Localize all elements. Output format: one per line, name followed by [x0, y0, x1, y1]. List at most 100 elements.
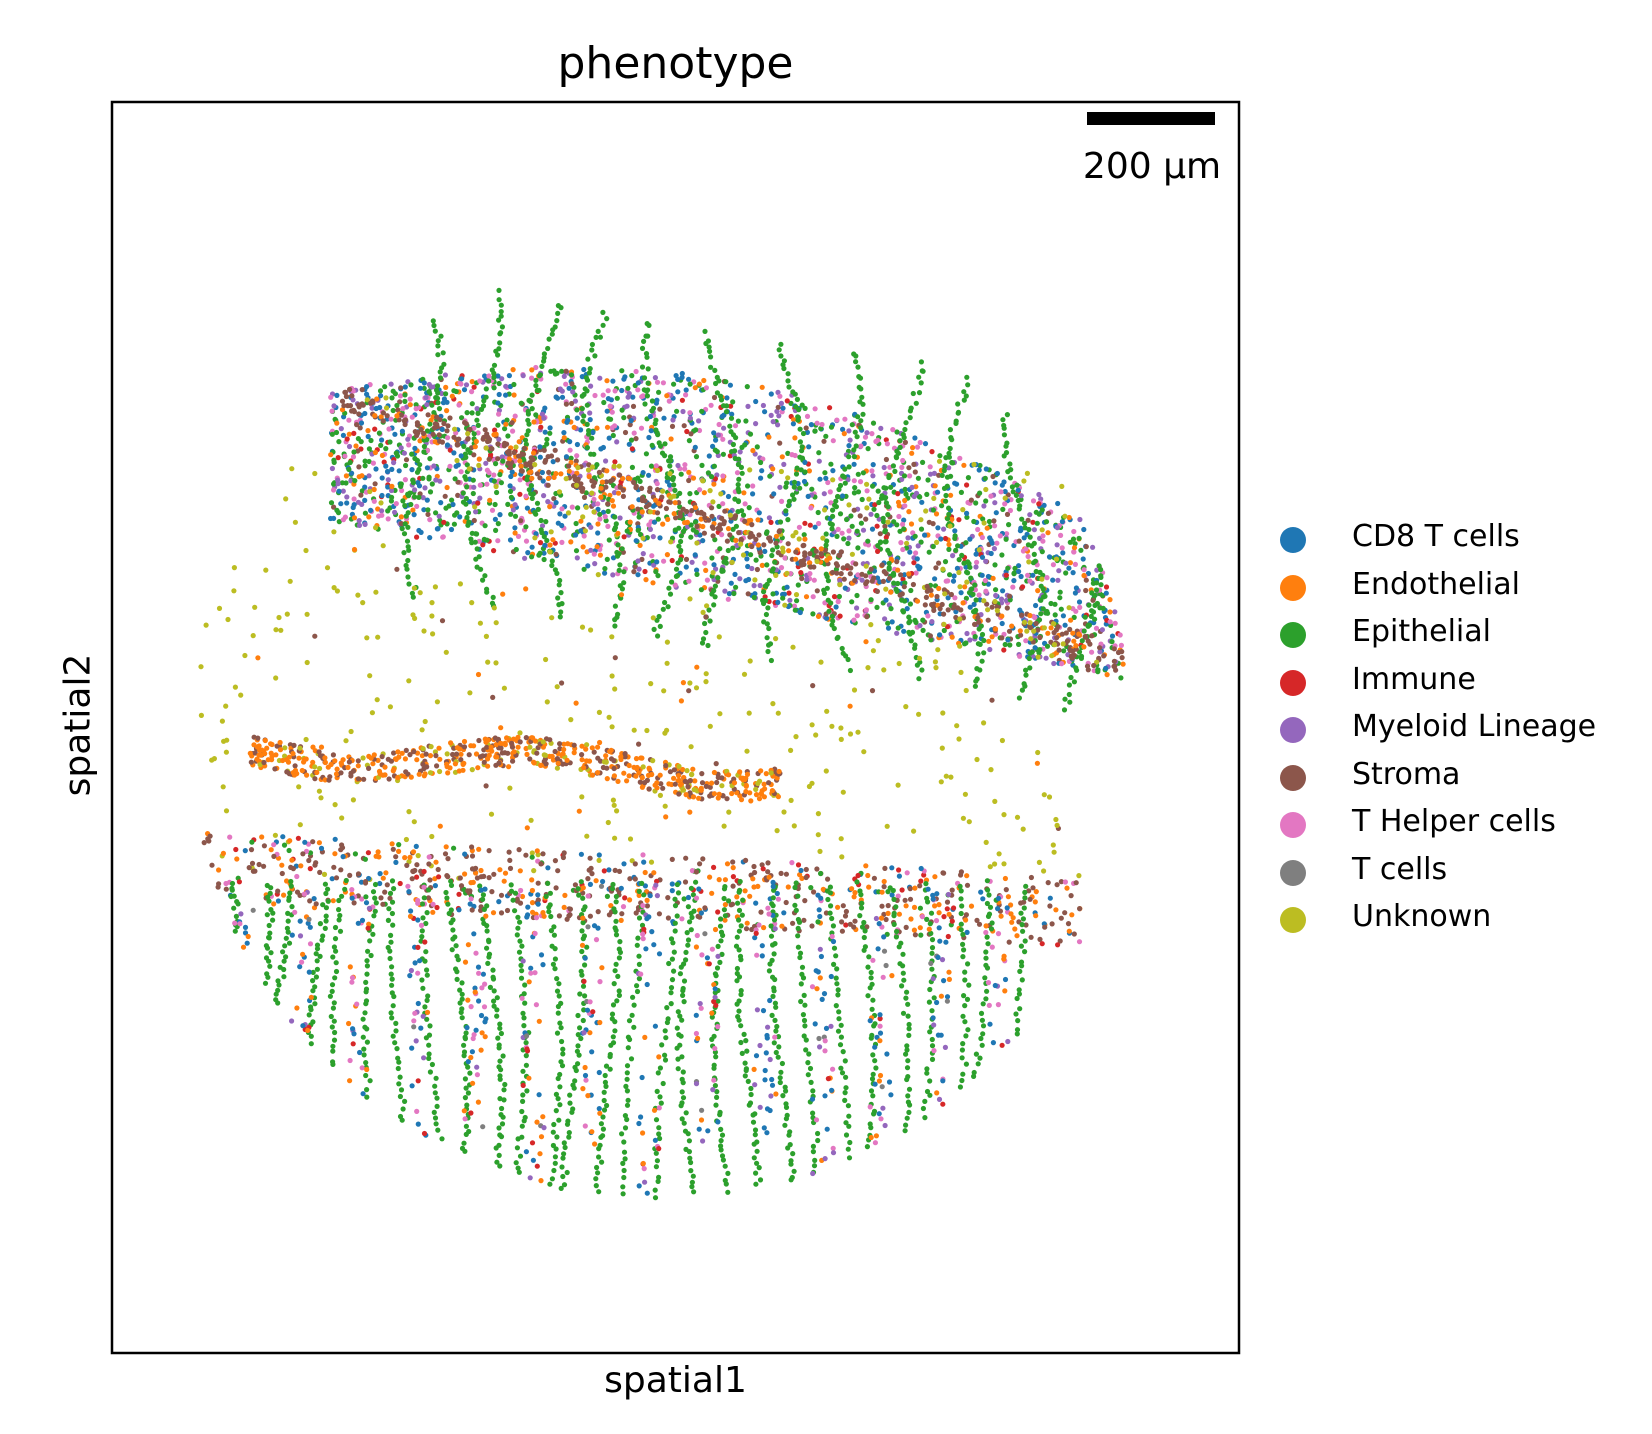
cell-point	[775, 896, 782, 902]
cell-point	[1029, 543, 1035, 549]
cell-point	[918, 539, 924, 545]
cell-point	[633, 910, 639, 916]
cell-point	[473, 509, 479, 515]
cell-point	[373, 589, 379, 595]
cell-point	[608, 756, 615, 762]
cell-point	[462, 420, 468, 426]
cell-point	[475, 765, 481, 771]
cell-point	[932, 483, 938, 489]
cell-point	[542, 752, 549, 759]
cell-point	[219, 718, 225, 724]
cell-point	[1117, 632, 1123, 638]
cell-point	[686, 688, 692, 694]
cell-point	[970, 591, 976, 598]
cell-point	[652, 375, 659, 381]
cell-point	[350, 504, 356, 511]
cell-point	[854, 528, 860, 534]
cell-point	[746, 576, 752, 583]
cell-point	[425, 511, 431, 517]
cell-point	[671, 775, 677, 781]
cell-point	[723, 379, 729, 385]
cell-point	[369, 710, 375, 716]
cell-point	[376, 513, 382, 519]
cell-point	[402, 398, 408, 404]
cell-point	[636, 741, 642, 747]
cell-point	[510, 736, 517, 742]
cell-point	[736, 489, 742, 495]
cell-point	[701, 530, 708, 536]
cell-point	[508, 473, 514, 480]
cell-point	[437, 369, 443, 375]
cell-point	[621, 376, 627, 382]
cell-point	[751, 594, 757, 601]
cell-point	[322, 755, 328, 761]
cell-point	[389, 841, 395, 847]
cell-point	[974, 756, 980, 763]
cell-point	[559, 368, 565, 374]
cell-point	[207, 833, 213, 839]
cell-point	[898, 540, 904, 546]
cell-point	[1068, 617, 1074, 623]
cell-point	[609, 498, 615, 504]
cell-point	[1111, 663, 1117, 670]
cell-point	[723, 555, 729, 562]
cell-point	[610, 432, 616, 439]
cell-point	[276, 614, 282, 621]
cell-point	[804, 413, 811, 419]
cell-point	[932, 903, 938, 909]
cell-point	[1068, 893, 1074, 899]
cell-point	[410, 849, 417, 855]
cell-point	[509, 420, 515, 426]
cell-point	[823, 768, 829, 774]
cell-point	[392, 391, 398, 397]
cell-point	[644, 777, 651, 784]
cell-point	[515, 533, 522, 540]
cell-point	[1043, 519, 1050, 525]
cell-point	[414, 457, 420, 464]
cell-point	[524, 825, 530, 831]
cell-point	[1011, 542, 1017, 549]
cell-point	[558, 590, 564, 596]
cell-point	[372, 426, 378, 432]
cell-point	[610, 378, 616, 384]
cell-point	[690, 475, 697, 481]
cell-point	[414, 420, 420, 426]
cell-point	[471, 384, 477, 390]
cell-point	[945, 933, 951, 940]
cell-point	[646, 434, 652, 441]
cell-point	[781, 365, 787, 372]
cell-point	[976, 467, 982, 473]
cell-point	[967, 564, 973, 570]
cell-point	[474, 546, 480, 552]
cell-point	[387, 704, 393, 710]
cell-point	[439, 426, 445, 432]
cell-point	[964, 630, 970, 637]
cell-point	[846, 502, 852, 508]
cell-point	[860, 401, 866, 407]
cell-point	[1014, 482, 1020, 488]
cell-point	[827, 520, 833, 527]
cell-point	[529, 877, 535, 883]
cell-point	[946, 541, 952, 548]
chart-title: phenotype	[557, 38, 794, 89]
cell-point	[830, 513, 836, 520]
cell-point	[491, 605, 497, 611]
cell-point	[259, 747, 265, 753]
cell-point	[906, 509, 912, 515]
cell-point	[462, 851, 468, 857]
cell-point	[621, 534, 627, 540]
cell-point	[589, 772, 596, 778]
cell-point	[566, 468, 572, 474]
cell-point	[828, 600, 834, 606]
cell-point	[345, 764, 351, 771]
cell-point	[954, 723, 960, 729]
cell-point	[542, 405, 548, 411]
cell-point	[609, 634, 615, 640]
cell-point	[618, 592, 625, 598]
cell-point	[729, 790, 735, 797]
cell-point	[289, 466, 295, 472]
cell-point	[711, 602, 717, 608]
cell-point	[551, 474, 557, 480]
cell-point	[434, 699, 440, 705]
cell-point	[385, 484, 391, 490]
